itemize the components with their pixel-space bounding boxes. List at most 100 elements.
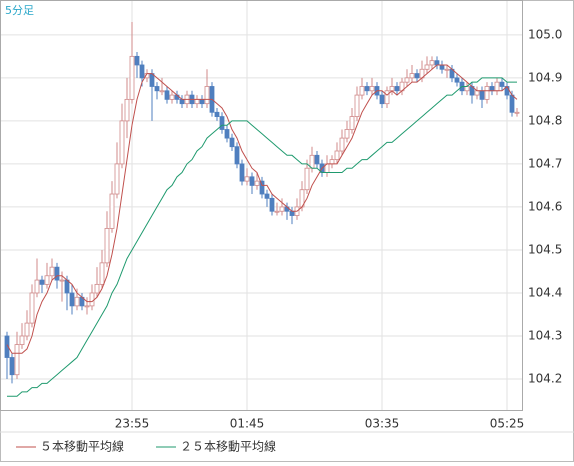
candle-body — [124, 98, 130, 122]
candle-body — [74, 296, 80, 307]
candle-body — [254, 180, 260, 186]
candle-body — [394, 86, 400, 92]
candle-body — [204, 86, 210, 105]
candle-body — [454, 77, 460, 83]
candle-body — [219, 116, 225, 130]
candle-body — [509, 94, 515, 113]
candle-body — [249, 176, 255, 186]
y-tick-label: 104.6 — [528, 199, 562, 213]
candle-body — [259, 180, 265, 195]
y-tick-label: 104.4 — [528, 285, 562, 299]
candle-body — [179, 98, 185, 105]
y-tick-label: 105.0 — [528, 27, 562, 41]
candle-body — [109, 193, 115, 229]
candle-body — [489, 86, 495, 92]
candle-body — [149, 73, 155, 87]
x-tick-label: 03:35 — [365, 417, 400, 431]
candle-body — [429, 60, 435, 66]
chart-title: 5分足 — [5, 4, 34, 17]
candle-body — [314, 154, 320, 165]
candle-body — [274, 210, 280, 213]
candle-body — [34, 279, 40, 294]
candle-body — [39, 279, 45, 285]
candle-body — [239, 163, 245, 182]
candle-body — [244, 176, 250, 182]
candle-body — [84, 305, 90, 308]
candle-body — [329, 159, 335, 165]
candle-body — [54, 266, 60, 281]
candle-body — [49, 266, 55, 277]
legend-label: ５本移動平均線 — [40, 439, 124, 454]
candle-body — [484, 86, 490, 100]
x-tick-label: 01:45 — [230, 417, 265, 431]
x-tick-label: 05:25 — [490, 417, 525, 431]
candle-body — [444, 68, 450, 71]
candle-body — [129, 55, 135, 100]
candle-body — [139, 64, 145, 79]
candle-body — [279, 206, 285, 212]
candle-body — [409, 73, 415, 79]
candle-body — [69, 292, 75, 307]
y-tick-label: 104.9 — [528, 70, 562, 84]
candle-body — [234, 146, 240, 165]
candle-body — [334, 150, 340, 161]
candle-body — [99, 262, 105, 285]
candle-body — [169, 94, 175, 100]
candle-body — [424, 64, 430, 70]
candle-body — [344, 129, 350, 139]
candle-body — [494, 81, 500, 92]
candle-body — [64, 279, 70, 294]
x-tick-label: 23:55 — [115, 417, 150, 431]
candle-body — [14, 344, 20, 376]
candle-body — [514, 111, 520, 114]
candle-body — [9, 357, 15, 376]
candle-body — [114, 163, 120, 195]
candle-body — [499, 81, 505, 87]
candle-body — [354, 94, 360, 117]
candle-body — [414, 73, 420, 79]
candle-body — [199, 98, 205, 105]
candle-body — [264, 193, 270, 199]
candle-body — [289, 210, 295, 216]
candle-body — [134, 55, 140, 66]
legend: ５本移動平均線 ２５本移動平均線 — [16, 439, 276, 454]
plot-border — [0, 0, 523, 411]
candle-body — [359, 86, 365, 96]
candle-body — [369, 86, 375, 92]
candle-body — [434, 60, 440, 66]
y-tick-label: 104.7 — [528, 156, 562, 170]
candle-body — [439, 64, 445, 70]
candle-body — [349, 116, 355, 130]
candle-body — [159, 90, 165, 93]
y-tick-label: 104.8 — [528, 113, 562, 127]
y-tick-label: 104.2 — [528, 372, 562, 386]
legend-label: ２５本移動平均線 — [180, 439, 276, 454]
y-tick-label: 104.3 — [528, 329, 562, 343]
candle-body — [104, 228, 110, 264]
candle-body — [164, 90, 170, 100]
candle-body — [464, 86, 470, 92]
ma-line — [7, 77, 517, 397]
candle-body — [304, 167, 310, 191]
candle-body — [339, 137, 345, 152]
candle-body — [24, 322, 30, 337]
candle-body — [224, 129, 230, 139]
grid — [0, 0, 522, 410]
candle-body — [194, 98, 200, 105]
candle-body — [379, 94, 385, 105]
candle-body — [474, 90, 480, 96]
plot — [4, 21, 520, 397]
ma-line — [6, 64, 518, 354]
candle-body — [44, 275, 50, 285]
candle-body — [309, 154, 315, 169]
candle-body — [229, 137, 235, 148]
candle-body — [384, 90, 390, 105]
candle-body — [4, 335, 10, 358]
candle-body — [19, 335, 25, 346]
candle-body — [89, 292, 95, 307]
candle-body — [59, 279, 65, 282]
candle-body — [269, 197, 275, 212]
y-tick-label: 104.5 — [528, 242, 562, 256]
candle-body — [404, 77, 410, 83]
